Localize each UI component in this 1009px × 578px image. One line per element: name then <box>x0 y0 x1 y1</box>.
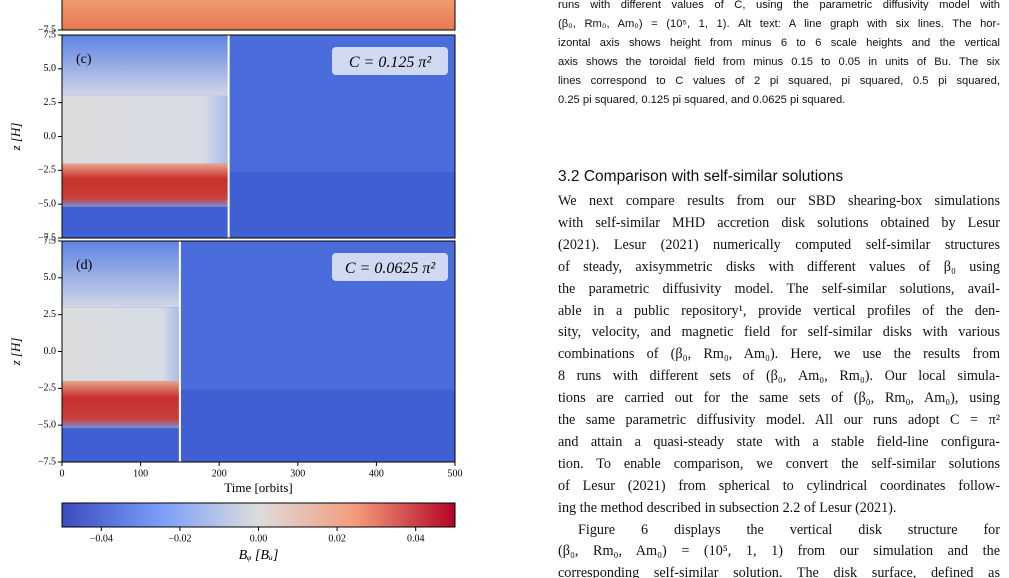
body-line: with self-similar MHD accretion disk sol… <box>558 214 1000 231</box>
x-tick-label: 400 <box>369 468 384 479</box>
heatmap-region <box>62 307 180 381</box>
y-tick-label: 0.0 <box>44 346 57 357</box>
body-line: corresponding self-similar solution. The… <box>558 565 1000 578</box>
y-tick-label: 5.0 <box>44 63 57 74</box>
body-line: of Lesur (2021) from spherical to cylind… <box>558 477 1000 494</box>
heatmap-region <box>62 241 180 308</box>
heatmap-region <box>62 95 229 164</box>
x-tick-label: 100 <box>133 468 148 479</box>
y-tick-label: −2.5 <box>38 383 56 394</box>
y-axis-label: z [H] <box>8 338 23 367</box>
colorbar-tick-label: −0.04 <box>90 533 113 544</box>
annotation-box <box>332 47 448 75</box>
y-tick-label: 2.5 <box>44 309 57 320</box>
body-line: We next compare results from our SBD she… <box>558 193 1000 209</box>
colorbar-tick-label: 0.02 <box>328 533 346 544</box>
x-tick-label: 0 <box>60 468 65 479</box>
y-tick-label: −7.5 <box>38 24 56 35</box>
y-tick-label: −7.5 <box>38 232 56 243</box>
caption-line: (β₀, Rm₀, Am₀) = (10⁵, 1, 1). Alt text: … <box>558 18 1000 30</box>
body-line: sity, velocity, and magnetic field for s… <box>558 324 1000 341</box>
y-axis-label: z [H] <box>8 123 23 152</box>
body-line: Figure 6 displays the vertical disk stru… <box>578 521 1000 538</box>
figure: −5.0 −7.5 (c) C = 0.125 π² 7.5 5.0 2.5 0.0 −2.5 −… <box>8 0 463 563</box>
y-tick-label: −2.5 <box>38 165 56 176</box>
body-line: tions are carried out for the same sets … <box>558 390 1000 407</box>
body-line: and attain a quasi-steady state with a s… <box>558 433 1000 450</box>
body-line: of steady, axisymmetric disks with diffe… <box>558 258 1000 275</box>
caption-line: runs with different values of C, using t… <box>558 0 1000 11</box>
x-axis-label: Time [orbits] <box>224 480 293 495</box>
annotation: C = 0.0625 π² <box>345 260 436 277</box>
colorbar-label: Bᵩ [Bᵤ] <box>239 548 279 563</box>
caption-line: 0.25 pi squared, 0.125 pi squared, and 0… <box>558 94 846 106</box>
y-tick-label: −5.0 <box>38 0 56 2</box>
body-line: 8 runs with different sets of (β₀, Am₀, … <box>558 368 1000 385</box>
x-tick-label: 500 <box>448 468 463 479</box>
heatmap-strip <box>62 0 455 30</box>
colorbar-tick-label: −0.02 <box>168 533 191 544</box>
x-tick-label: 300 <box>290 468 305 479</box>
annotation: C = 0.125 π² <box>349 54 432 71</box>
heatmap-region <box>62 35 229 96</box>
y-tick-label: 0.0 <box>44 131 57 142</box>
caption-line: lines correspond to C values of 2 pi squ… <box>558 75 1000 87</box>
colorbar <box>61 502 456 528</box>
caption-line: izontal axis shows height from minus 6 t… <box>558 37 1000 49</box>
body-line: the parametric diffusivity model. The se… <box>558 280 1000 297</box>
y-tick-label: −5.0 <box>38 419 56 430</box>
x-tick-label: 200 <box>212 468 227 479</box>
colorbar-tick-label: 0.04 <box>407 533 425 544</box>
heatmap-region <box>62 380 180 429</box>
caption-line: axis shows the toroidal field from minus… <box>558 56 1000 68</box>
heatmap-region <box>62 163 229 207</box>
body-line: the same parametric diffusivity model. A… <box>558 412 1000 428</box>
body-line: able in a public repository¹, provide ve… <box>558 302 1000 319</box>
y-tick-label: −7.5 <box>38 456 56 467</box>
y-tick-label: 7.5 <box>44 235 57 246</box>
section-heading: 3.2 Comparison with self-similar solutio… <box>558 168 844 185</box>
annotation-box <box>332 253 448 281</box>
panel-label: (d) <box>76 258 93 273</box>
body-line: (2021). Lesur (2021) numerically compute… <box>558 236 1000 253</box>
body-line: tion. To enable comparison, we convert t… <box>558 455 1000 472</box>
body-line: ing the method described in subsection 2… <box>558 499 897 516</box>
panel-frame <box>61 0 456 31</box>
body-line: (β₀, Rm₀, Am₀) = (10⁵, 1, 1) from our si… <box>558 543 1000 560</box>
y-tick-label: −5.0 <box>38 198 56 209</box>
panel-label: (c) <box>76 52 92 67</box>
colorbar-tick-label: 0.00 <box>250 533 268 544</box>
y-tick-label: 2.5 <box>44 97 57 108</box>
y-tick-label: 7.5 <box>44 29 57 40</box>
body-line: combinations of (β₀, Rm₀, Am₀). Here, we… <box>558 346 1000 363</box>
y-tick-label: 5.0 <box>44 272 57 283</box>
